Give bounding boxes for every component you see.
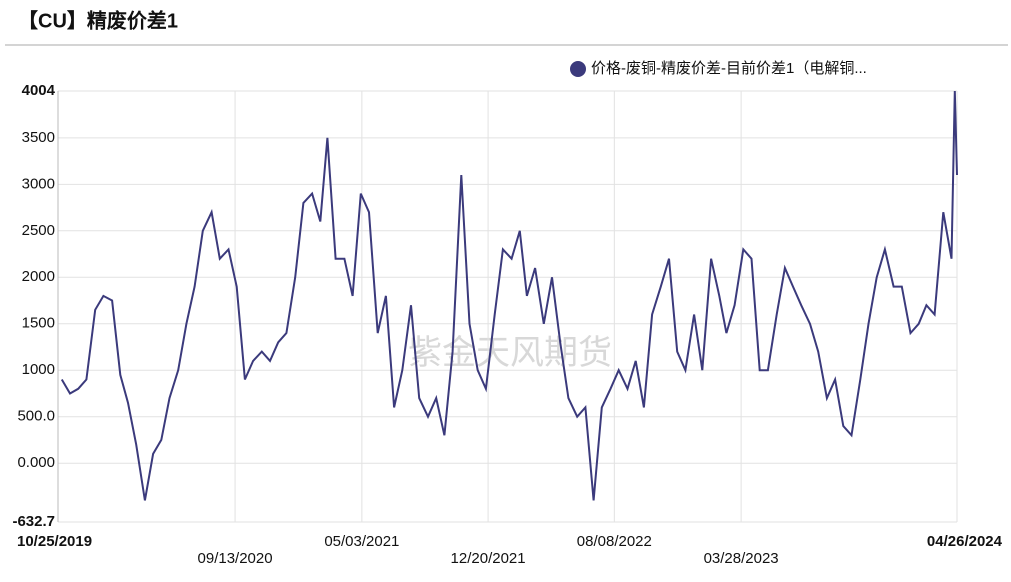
y-tick-label: 4004 xyxy=(22,82,56,99)
y-tick-label: 0.000 xyxy=(17,454,55,471)
y-tick-label: 3500 xyxy=(22,129,55,146)
x-tick-label: 04/26/2024 xyxy=(927,533,1003,550)
y-tick-label: -632.7 xyxy=(12,513,55,530)
x-tick-label: 03/28/2023 xyxy=(704,550,779,567)
data-line xyxy=(60,90,958,501)
x-tick-label: 12/20/2021 xyxy=(451,550,526,567)
legend-label: 价格-废铜-精废价差-目前价差1（电解铜... xyxy=(591,60,867,77)
y-tick-label: 2000 xyxy=(22,268,55,285)
y-tick-label: 2500 xyxy=(22,222,55,239)
x-tick-label: 05/03/2021 xyxy=(324,533,399,550)
y-tick-label: 1000 xyxy=(22,361,55,378)
x-tick-label: 10/25/2019 xyxy=(17,533,92,550)
y-tick-label: 500.0 xyxy=(17,408,55,425)
y-tick-label: 1500 xyxy=(22,315,55,332)
y-tick-label: 3000 xyxy=(22,175,55,192)
watermark: 紫金天风期货 xyxy=(408,334,612,372)
x-tick-label: 08/08/2022 xyxy=(577,533,652,550)
chart-title: 【CU】精废价差1 xyxy=(18,8,178,32)
x-tick-label: 09/13/2020 xyxy=(198,550,273,567)
legend-marker xyxy=(570,61,586,77)
